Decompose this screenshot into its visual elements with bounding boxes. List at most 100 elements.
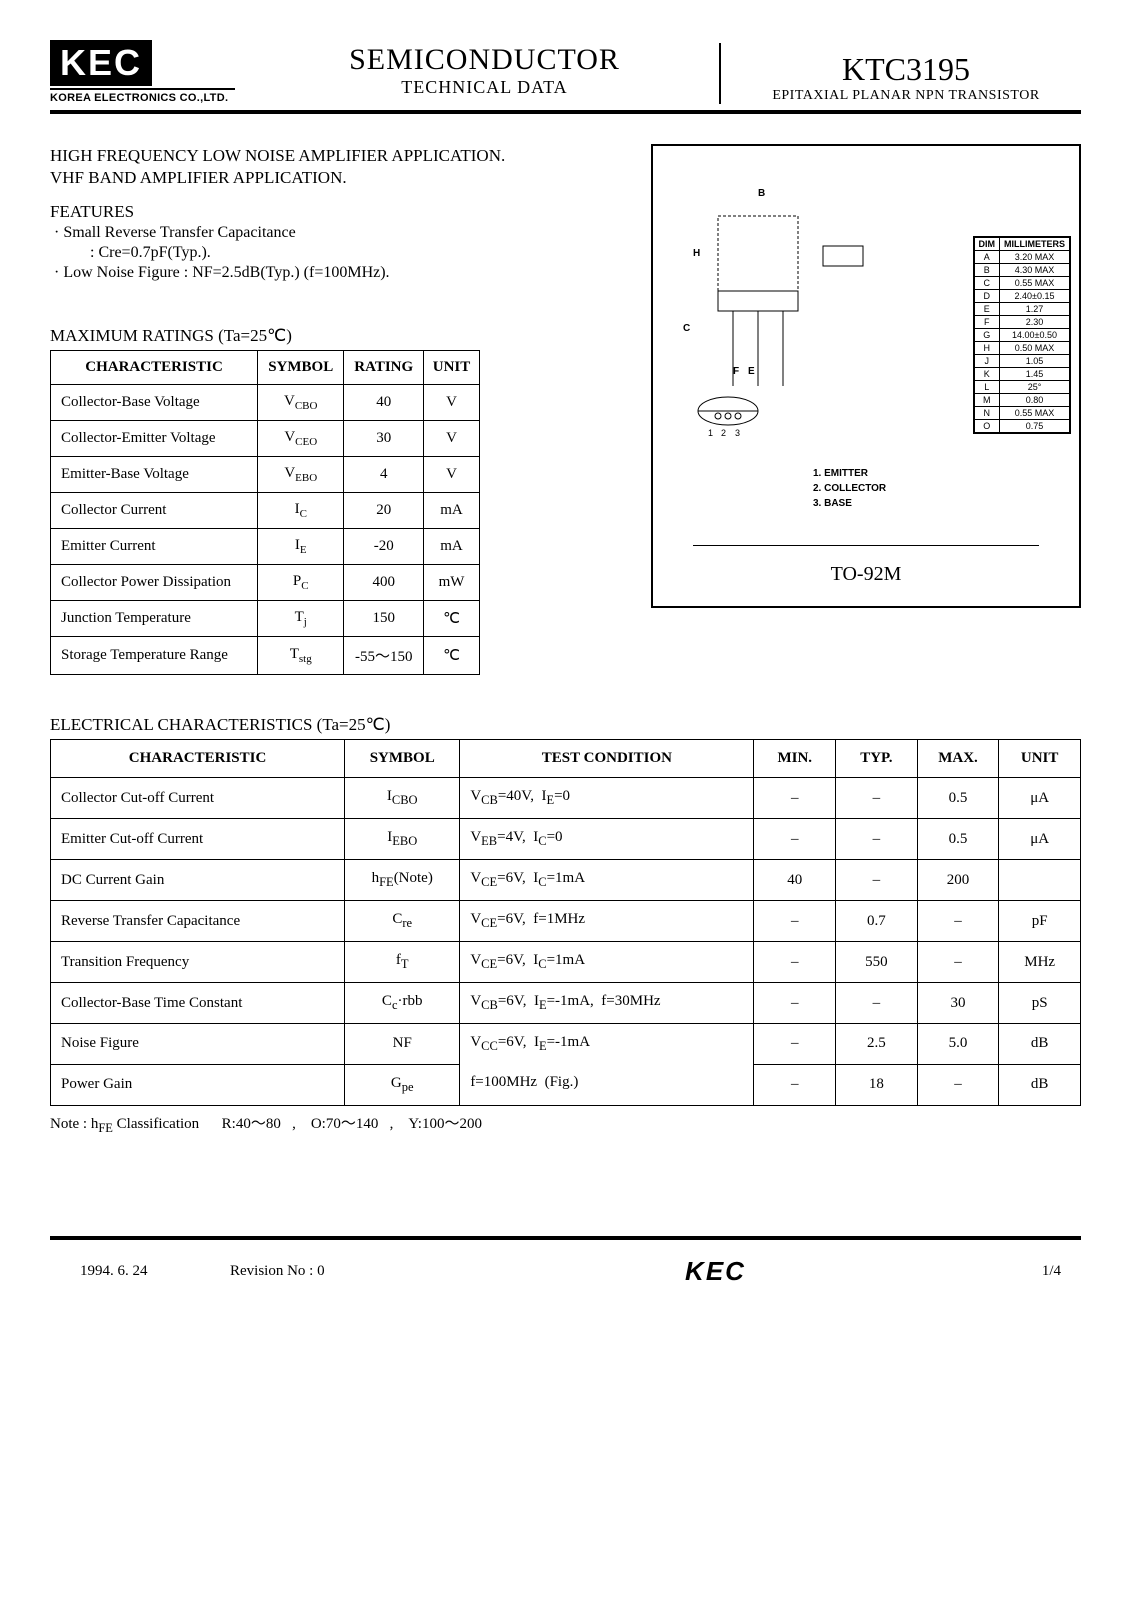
table-row: Collector-Emitter Voltage VCEO 30 V bbox=[51, 421, 480, 457]
dim-value: 0.75 bbox=[1000, 420, 1071, 434]
dim-key: G bbox=[974, 329, 1000, 342]
cell-characteristic: Noise Figure bbox=[51, 1024, 345, 1065]
cell-characteristic: Collector Power Dissipation bbox=[51, 565, 258, 601]
dim-value: 2.30 bbox=[1000, 316, 1071, 329]
application-line: VHF BAND AMPLIFIER APPLICATION. bbox=[50, 168, 621, 188]
cell-characteristic: DC Current Gain bbox=[51, 860, 345, 901]
svg-text:F: F bbox=[733, 366, 739, 377]
footer-revision: Revision No : 0 bbox=[230, 1263, 430, 1280]
cell-condition: VCE=6V, IC=1mA bbox=[460, 860, 754, 901]
cell-typ: – bbox=[836, 819, 918, 860]
dim-value: 0.80 bbox=[1000, 394, 1071, 407]
table-row: Emitter-Base Voltage VEBO 4 V bbox=[51, 457, 480, 493]
cell-unit: μA bbox=[999, 819, 1081, 860]
cell-min: – bbox=[754, 778, 836, 819]
table-row: N0.55 MAX bbox=[974, 407, 1071, 420]
dim-value: 0.55 MAX bbox=[1000, 407, 1071, 420]
cell-characteristic: Collector-Base Voltage bbox=[51, 385, 258, 421]
cell-characteristic: Storage Temperature Range bbox=[51, 637, 258, 675]
cell-unit: mA bbox=[424, 493, 480, 529]
cell-condition: VCB=6V, IE=-1mA, f=30MHz bbox=[460, 983, 754, 1024]
cell-min: – bbox=[754, 942, 836, 983]
package-outline-box: B H C F E 1 2 3 DIMMILLIMETERS A3.20 MAX… bbox=[651, 144, 1081, 608]
cell-min: – bbox=[754, 901, 836, 942]
logo-subtitle: KOREA ELECTRONICS CO.,LTD. bbox=[50, 88, 235, 104]
cell-unit: mA bbox=[424, 529, 480, 565]
cell-symbol: VEBO bbox=[258, 457, 344, 493]
table-header: CHARACTERISTIC bbox=[51, 351, 258, 385]
cell-characteristic: Collector Current bbox=[51, 493, 258, 529]
dim-value: 3.20 MAX bbox=[1000, 251, 1071, 264]
dim-key: C bbox=[974, 277, 1000, 290]
svg-text:H: H bbox=[693, 248, 700, 259]
svg-text:1: 1 bbox=[708, 428, 713, 438]
table-header: UNIT bbox=[999, 740, 1081, 778]
table-row: Noise Figure NF VCC=6V, IE=-1mA – 2.5 5.… bbox=[51, 1024, 1081, 1065]
cell-unit bbox=[999, 860, 1081, 901]
cell-unit: V bbox=[424, 421, 480, 457]
dim-value: 2.40±0.15 bbox=[1000, 290, 1071, 303]
cell-symbol: NF bbox=[345, 1024, 460, 1065]
cell-unit: dB bbox=[999, 1064, 1081, 1105]
cell-symbol: Cre bbox=[345, 901, 460, 942]
cell-unit: ℃ bbox=[424, 601, 480, 637]
cell-max: – bbox=[917, 942, 999, 983]
dim-value: 1.27 bbox=[1000, 303, 1071, 316]
cell-symbol: Tstg bbox=[258, 637, 344, 675]
cell-characteristic: Junction Temperature bbox=[51, 601, 258, 637]
table-row: K1.45 bbox=[974, 368, 1071, 381]
cell-rating: -55～150 bbox=[344, 637, 424, 675]
footer-date: 1994. 6. 24 bbox=[50, 1263, 230, 1280]
cell-symbol: hFE(Note) bbox=[345, 860, 460, 901]
svg-text:3: 3 bbox=[735, 428, 740, 438]
table-header: TEST CONDITION bbox=[460, 740, 754, 778]
max-ratings-table: CHARACTERISTIC SYMBOL RATING UNIT Collec… bbox=[50, 350, 480, 675]
cell-min: – bbox=[754, 1064, 836, 1105]
part-description: EPITAXIAL PLANAR NPN TRANSISTOR bbox=[731, 88, 1081, 104]
table-row: E1.27 bbox=[974, 303, 1071, 316]
cell-unit: MHz bbox=[999, 942, 1081, 983]
table-row: A3.20 MAX bbox=[974, 251, 1071, 264]
cell-characteristic: Collector-Base Time Constant bbox=[51, 983, 345, 1024]
table-header: SYMBOL bbox=[345, 740, 460, 778]
dim-key: O bbox=[974, 420, 1000, 434]
cell-typ: 18 bbox=[836, 1064, 918, 1105]
dim-key: N bbox=[974, 407, 1000, 420]
logo-block: KEC KOREA ELECTRONICS CO.,LTD. bbox=[50, 40, 250, 104]
table-row: L25° bbox=[974, 381, 1071, 394]
cell-unit: pS bbox=[999, 983, 1081, 1024]
cell-unit: μA bbox=[999, 778, 1081, 819]
dim-value: 0.50 MAX bbox=[1000, 342, 1071, 355]
cell-min: – bbox=[754, 819, 836, 860]
feature-item-sub: : Cre=0.7pF(Typ.). bbox=[90, 244, 621, 262]
cell-characteristic: Collector Cut-off Current bbox=[51, 778, 345, 819]
cell-symbol: VCBO bbox=[258, 385, 344, 421]
cell-rating: 30 bbox=[344, 421, 424, 457]
cell-typ: 0.7 bbox=[836, 901, 918, 942]
svg-text:B: B bbox=[758, 188, 765, 199]
cell-characteristic: Emitter-Base Voltage bbox=[51, 457, 258, 493]
cell-rating: 400 bbox=[344, 565, 424, 601]
cell-characteristic: Reverse Transfer Capacitance bbox=[51, 901, 345, 942]
table-row: Collector-Base Voltage VCBO 40 V bbox=[51, 385, 480, 421]
cell-typ: – bbox=[836, 778, 918, 819]
cell-condition: VCE=6V, IC=1mA bbox=[460, 942, 754, 983]
table-row: G14.00±0.50 bbox=[974, 329, 1071, 342]
table-row: F2.30 bbox=[974, 316, 1071, 329]
cell-symbol: IE bbox=[258, 529, 344, 565]
elec-char-table: CHARACTERISTIC SYMBOL TEST CONDITION MIN… bbox=[50, 739, 1081, 1106]
table-header: UNIT bbox=[424, 351, 480, 385]
table-row: DC Current Gain hFE(Note) VCE=6V, IC=1mA… bbox=[51, 860, 1081, 901]
cell-symbol: IC bbox=[258, 493, 344, 529]
cell-max: 200 bbox=[917, 860, 999, 901]
cell-condition: VCE=6V, f=1MHz bbox=[460, 901, 754, 942]
table-row: Collector-Base Time Constant Cc·rbb VCB=… bbox=[51, 983, 1081, 1024]
svg-text:2: 2 bbox=[721, 428, 726, 438]
package-name: TO-92M bbox=[653, 563, 1079, 586]
cell-condition: f=100MHz (Fig.) bbox=[460, 1064, 754, 1105]
table-row: Transition Frequency fT VCE=6V, IC=1mA –… bbox=[51, 942, 1081, 983]
table-header: CHARACTERISTIC bbox=[51, 740, 345, 778]
cell-min: – bbox=[754, 983, 836, 1024]
cell-unit: V bbox=[424, 385, 480, 421]
cell-unit: pF bbox=[999, 901, 1081, 942]
